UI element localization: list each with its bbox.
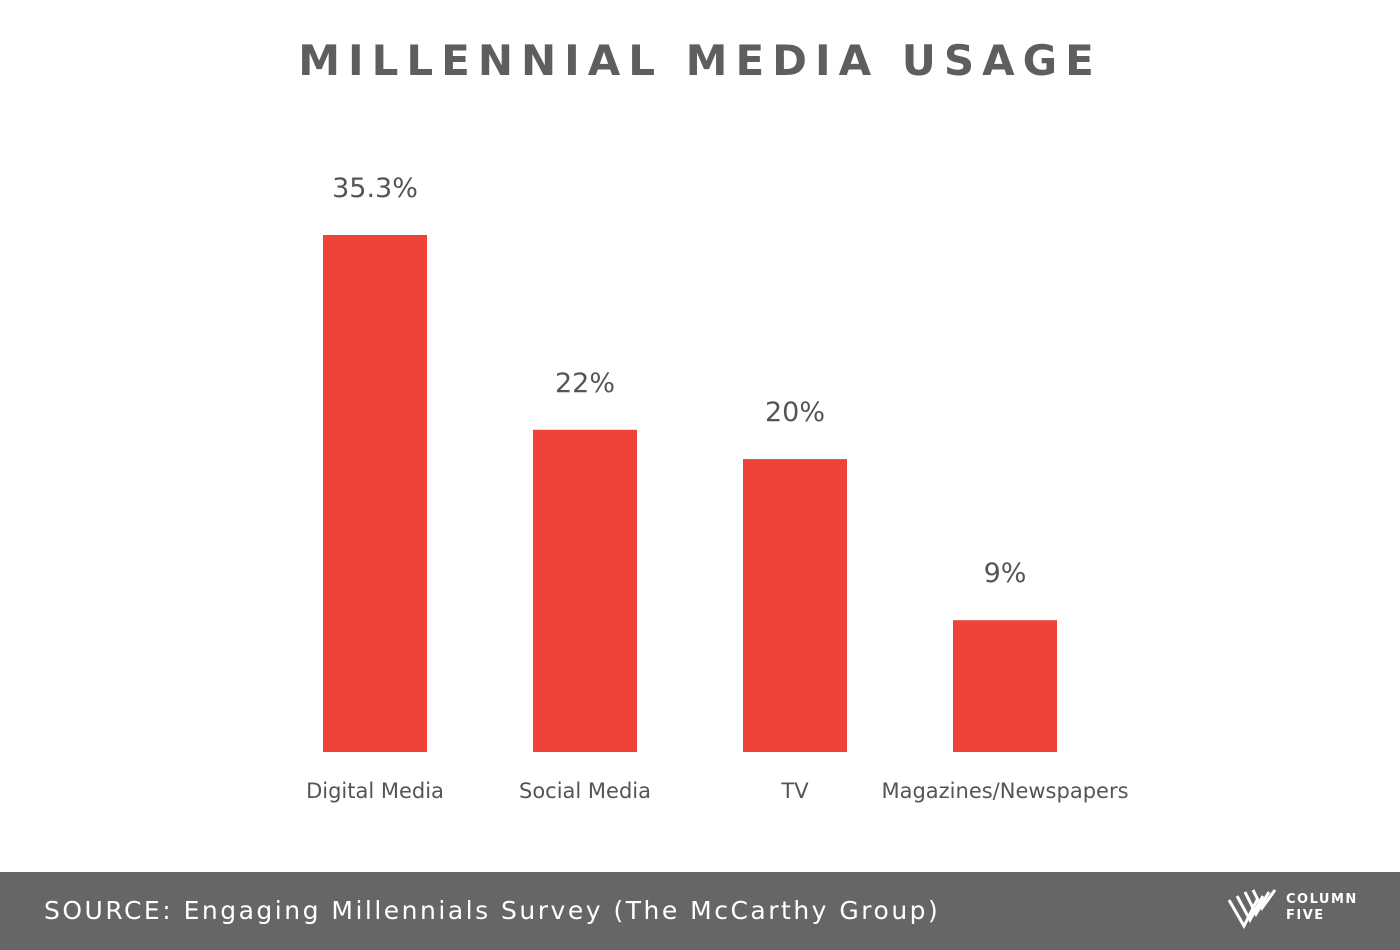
category-label-0: Digital Media [306, 779, 444, 803]
logo-wordmark: COLUMN FIVE [1286, 892, 1358, 924]
category-label-3: Magazines/Newspapers [881, 779, 1128, 803]
source-footer: SOURCE: Engaging Millennials Survey (The… [0, 872, 1400, 950]
chart-title: MILLENNIAL MEDIA USAGE [298, 36, 1102, 85]
column-five-logo-icon [1227, 889, 1277, 930]
category-label-1: Social Media [519, 779, 651, 803]
bar-3 [953, 620, 1057, 752]
bar-1 [533, 429, 637, 752]
value-label-1: 22% [555, 368, 615, 399]
source-text: SOURCE: Engaging Millennials Survey (The… [44, 896, 941, 925]
logo-line-2: FIVE [1286, 908, 1325, 923]
bar-2 [743, 459, 847, 752]
category-label-2: TV [780, 779, 809, 803]
value-label-0: 35.3% [332, 173, 418, 204]
bar-0 [323, 235, 427, 752]
value-label-3: 9% [984, 558, 1027, 589]
column-five-logo: COLUMN FIVE [1226, 888, 1366, 934]
logo-line-1: COLUMN [1286, 892, 1358, 907]
bar-chart: 35.3% Digital Media 22% Social Media 20% TV 9%… [306, 173, 1128, 803]
value-label-2: 20% [765, 397, 825, 428]
